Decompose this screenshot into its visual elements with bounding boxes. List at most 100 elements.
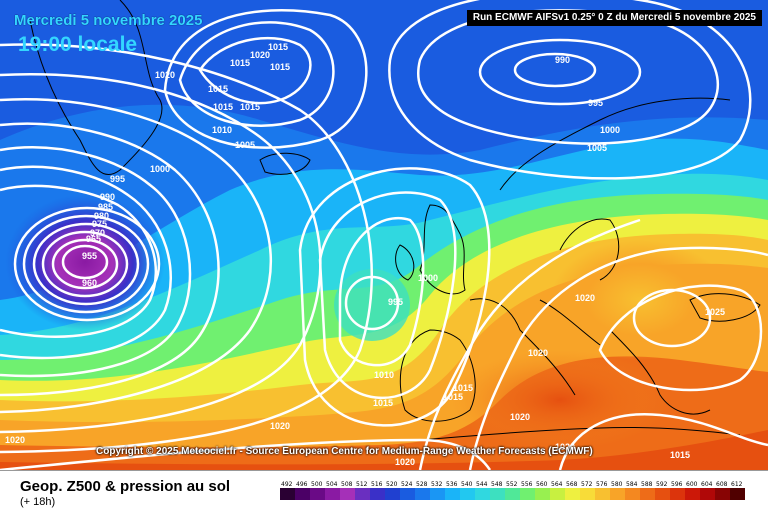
isobar-label: 965 — [86, 234, 101, 244]
legend-swatch — [445, 488, 460, 500]
isobar-label: 1015 — [240, 102, 260, 112]
legend-tick-label: 508 — [341, 481, 353, 488]
isobar-label: 1005 — [235, 140, 255, 150]
legend-tick-label: 564 — [551, 481, 563, 488]
isobar-1015-west — [0, 43, 373, 454]
isobar-1015-greenland — [178, 21, 335, 127]
coast-balkans — [609, 329, 711, 415]
legend-tick-label: 604 — [701, 481, 713, 488]
coast-north-africa — [419, 426, 741, 441]
isobar-low-965 — [41, 230, 129, 298]
legend-swatch — [460, 488, 475, 500]
isobar-label: 1015 — [268, 42, 288, 52]
isobar-cutoff-1000 — [338, 217, 425, 367]
isobar-low-960 — [51, 238, 119, 290]
legend-swatch — [490, 488, 505, 500]
legend-swatch — [670, 488, 685, 500]
product-title: Geop. Z500 & pression au sol — [20, 478, 231, 495]
isobar-1020-south — [0, 438, 492, 470]
legend-tick-label: 528 — [416, 481, 428, 488]
legend-swatch — [475, 488, 490, 500]
legend-tick-label: 512 — [356, 481, 368, 488]
isobar-label: 1005 — [587, 143, 607, 153]
isobar-label: 1020 — [155, 70, 175, 80]
isobar-985 — [0, 184, 158, 338]
isobar-label: 960 — [82, 278, 97, 288]
legend-tick-label: 596 — [671, 481, 683, 488]
isobar-label: 1025 — [705, 307, 725, 317]
run-info-banner: Run ECMWF AIFSv1 0.25° 0 Z du Mercredi 5… — [466, 10, 762, 26]
legend-tick-label: 556 — [521, 481, 533, 488]
isobar-high-990 — [513, 52, 597, 88]
isobar-low-980 — [13, 206, 161, 322]
isobar-1020-balkans — [598, 284, 763, 392]
copyright-notice: Copyright © 2025 Meteociel.fr - Source E… — [96, 446, 593, 457]
fill-deep-low — [5, 194, 165, 330]
local-time: 19:00 locale — [18, 33, 138, 56]
legend-swatch — [625, 488, 640, 500]
legend-tick-label: 588 — [641, 481, 653, 488]
fill-band-north — [0, 0, 768, 155]
legend-tick-label: 504 — [326, 481, 338, 488]
legend-swatch — [295, 488, 310, 500]
isobar-label: 1015 — [443, 392, 463, 402]
isobar-low-970 — [32, 222, 140, 306]
legend-swatch — [325, 488, 340, 500]
coast-scandinavia — [499, 97, 731, 281]
isobar-label: 1015 — [453, 383, 473, 393]
legend-swatch — [565, 488, 580, 500]
fill-band-red — [0, 430, 768, 470]
isobar-label: 1015 — [213, 102, 233, 112]
isobar-label: 955 — [82, 251, 97, 261]
legend-swatch — [415, 488, 430, 500]
isobar-1010-west — [0, 73, 322, 434]
legend-tick-label: 540 — [461, 481, 473, 488]
legend-swatch — [520, 488, 535, 500]
isobar-low-975 — [22, 214, 150, 314]
isobar-label: 990 — [555, 55, 570, 65]
isobar-1020-greenland — [198, 36, 312, 105]
isobar-label: 995 — [588, 98, 603, 108]
isobar-low-955 — [61, 244, 109, 280]
legend-swatch — [385, 488, 400, 500]
legend-swatch — [640, 488, 655, 500]
legend-tick-label: 600 — [686, 481, 698, 488]
isobar-label: 1000 — [600, 125, 620, 135]
legend-tick-label: 572 — [581, 481, 593, 488]
isobar-1005 — [0, 98, 272, 414]
legend-swatch — [655, 488, 670, 500]
isobar-1005-central — [318, 191, 457, 400]
legend-swatch — [310, 488, 325, 500]
legend-swatch — [550, 488, 565, 500]
isobar-label: 1020 — [250, 50, 270, 60]
isobar-1015-iberia — [418, 218, 641, 470]
isobar-high-995 — [478, 38, 642, 106]
isobar-cutoff-995 — [344, 275, 400, 331]
forecast-date: Mercredi 5 novembre 2025 — [14, 12, 203, 29]
legend-tick-label: 592 — [656, 481, 668, 488]
legend-swatch — [580, 488, 595, 500]
legend-tick-label: 608 — [716, 481, 728, 488]
isobar-label: 1010 — [212, 125, 232, 135]
legend-tick-label: 532 — [431, 481, 443, 488]
isobar-1020-europe — [468, 246, 768, 470]
legend-tick-label: 576 — [596, 481, 608, 488]
legend-tick-label: 516 — [371, 481, 383, 488]
coastlines — [29, 0, 761, 441]
isobar-label: 1000 — [418, 273, 438, 283]
isobar-label: 1020 — [270, 421, 290, 431]
isobar-label: 1015 — [230, 58, 250, 68]
isobar-1005-north — [388, 0, 752, 180]
legend-swatch — [430, 488, 445, 500]
isobar-label: 1015 — [270, 62, 290, 72]
isobar-label: 1020 — [510, 412, 530, 422]
isobar-label: 1020 — [575, 293, 595, 303]
isobar-label: 1015 — [208, 84, 228, 94]
legend-swatch — [685, 488, 700, 500]
color-scale-legend: 492 496 500 504 508 512 516 520 524 528 532 536 540 5… — [280, 481, 745, 500]
legend-tick-label: 500 — [311, 481, 323, 488]
isobar-label: 975 — [92, 219, 107, 229]
